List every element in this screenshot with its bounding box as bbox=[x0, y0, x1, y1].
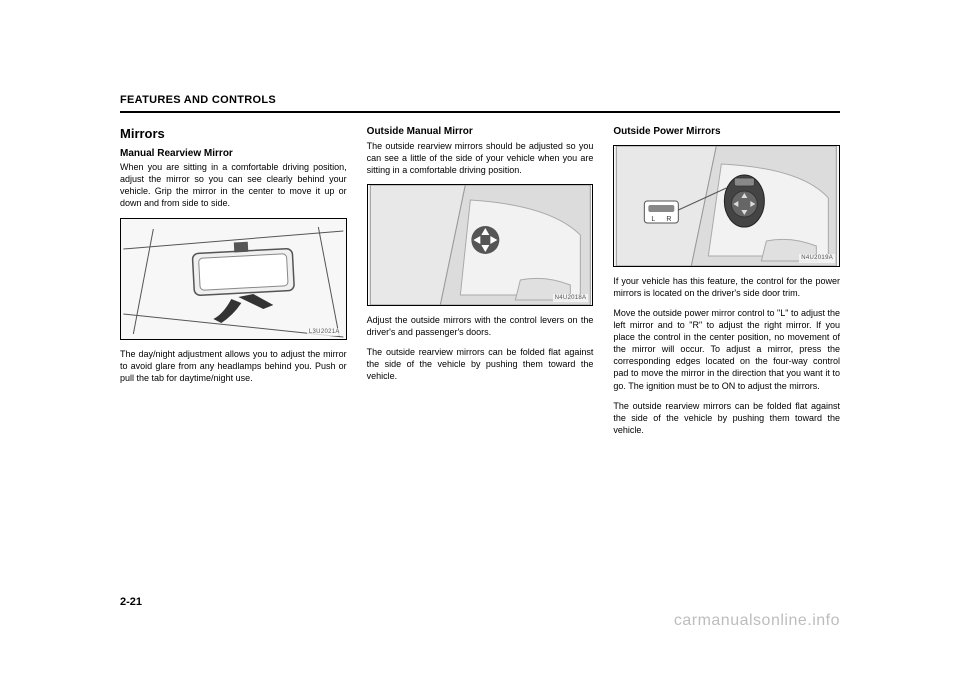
figure-label: L3U2021A bbox=[307, 328, 342, 336]
para-power-location: If your vehicle has this feature, the co… bbox=[613, 275, 840, 299]
para-power-instructions: Move the outside power mirror control to… bbox=[613, 307, 840, 392]
column-2: Outside Manual Mirror The outside rearvi… bbox=[367, 123, 594, 444]
subsection-manual-rearview: Manual Rearview Mirror bbox=[120, 147, 347, 161]
para-outside-adjust: Adjust the outside mirrors with the cont… bbox=[367, 314, 594, 338]
figure-rearview-mirror: L3U2021A bbox=[120, 218, 347, 340]
para-manual-rearview-intro: When you are sitting in a comfortable dr… bbox=[120, 161, 347, 210]
outside-power-illustration: L R bbox=[614, 146, 839, 266]
outside-manual-illustration bbox=[368, 185, 593, 305]
para-outside-manual-intro: The outside rearview mirrors should be a… bbox=[367, 140, 594, 176]
figure-outside-manual-mirror: N4U2018A bbox=[367, 184, 594, 306]
subsection-outside-manual: Outside Manual Mirror bbox=[367, 125, 594, 139]
subsection-outside-power: Outside Power Mirrors bbox=[613, 125, 840, 139]
para-day-night: The day/night adjustment allows you to a… bbox=[120, 348, 347, 384]
content-columns: Mirrors Manual Rearview Mirror When you … bbox=[120, 123, 840, 444]
manual-page: FEATURES AND CONTROLS Mirrors Manual Rea… bbox=[0, 0, 960, 678]
column-3: Outside Power Mirrors L R bbox=[613, 123, 840, 444]
para-outside-fold: The outside rearview mirrors can be fold… bbox=[367, 346, 594, 382]
section-title-mirrors: Mirrors bbox=[120, 125, 347, 143]
para-power-fold: The outside rearview mirrors can be fold… bbox=[613, 400, 840, 436]
figure-label: N4U2018A bbox=[553, 294, 589, 302]
rearview-mirror-illustration bbox=[121, 219, 346, 339]
column-1: Mirrors Manual Rearview Mirror When you … bbox=[120, 123, 347, 444]
section-header: FEATURES AND CONTROLS bbox=[120, 94, 276, 106]
page-number: 2-21 bbox=[120, 596, 142, 608]
watermark: carmanualsonline.info bbox=[674, 612, 840, 630]
svg-text:R: R bbox=[667, 216, 672, 223]
header-bar: FEATURES AND CONTROLS bbox=[120, 90, 840, 113]
svg-text:L: L bbox=[652, 216, 656, 223]
figure-outside-power-mirror: L R N4U2019A bbox=[613, 145, 840, 267]
figure-label: N4U2019A bbox=[799, 254, 835, 262]
